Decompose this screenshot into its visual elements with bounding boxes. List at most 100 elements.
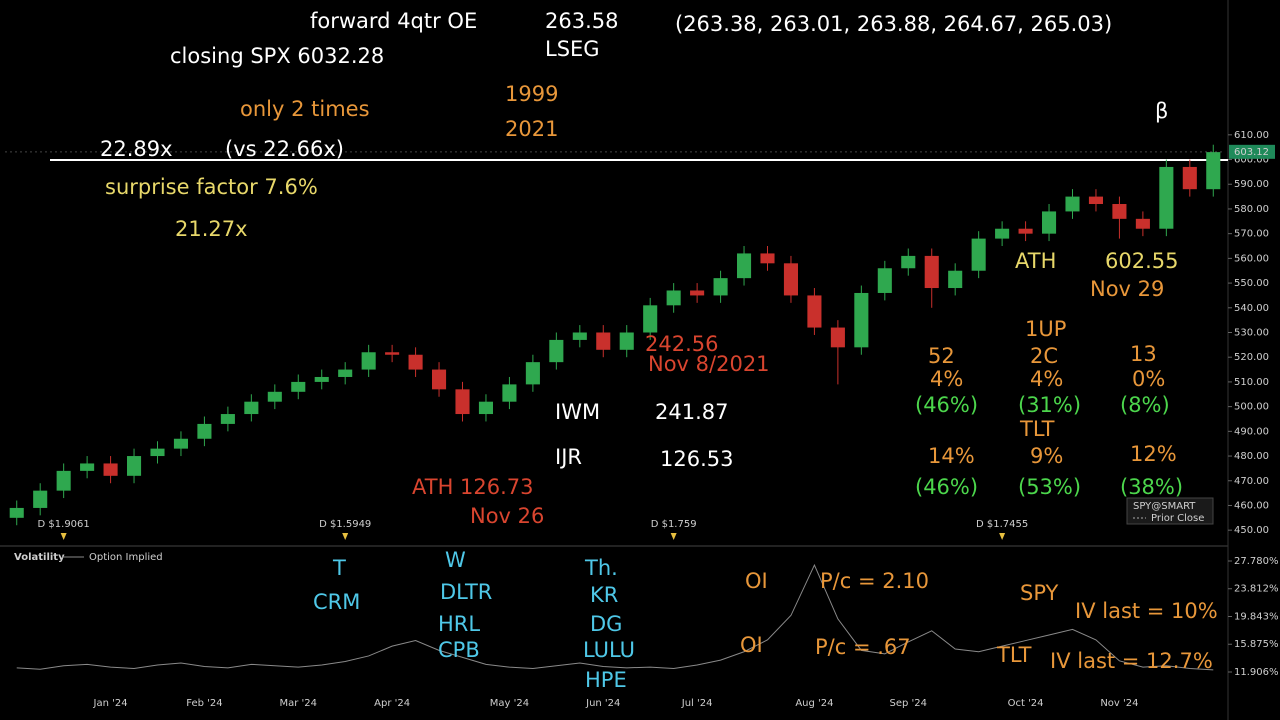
handwritten-note: ATH 126.73 [412,475,534,499]
candle-body [244,401,259,415]
candle-body [220,414,235,424]
handwritten-note: (53%) [1018,475,1081,499]
candle-body [9,507,24,518]
y-tick-label: 11.906% [1234,667,1279,678]
candle-body [901,255,916,269]
y-tick-label: 23.812% [1234,584,1279,595]
y-tick-label: 600.00 [1234,155,1269,166]
legend-entry: Option Implied [89,552,163,563]
y-tick-label: 570.00 [1234,229,1269,240]
handwritten-note: 4% [1030,367,1063,391]
handwritten-note: TLT [1019,417,1055,441]
y-tick-label: 470.00 [1234,476,1269,487]
last-price-box [1229,144,1275,159]
handwritten-note: TLT [996,643,1032,667]
candle-body [33,490,48,508]
candle-body [1088,196,1103,205]
handwritten-note: 1UP [1025,317,1066,341]
handwritten-note: CRM [313,590,360,614]
y-tick-label: 590.00 [1234,179,1269,190]
candle-body [971,238,986,271]
handwritten-note: W [445,548,466,572]
handwritten-note: 14% [928,444,975,468]
candle-body [80,463,95,471]
handwritten-note: (vs 22.66x) [225,137,344,161]
candle-body [150,448,165,457]
y-tick-label: 500.00 [1234,402,1269,413]
handwritten-note: 126.53 [660,447,733,471]
candle-body [995,228,1010,239]
handwritten-note: OI [740,633,763,657]
handwritten-note: IV last = 12.7% [1050,649,1213,673]
handwritten-note: Nov 26 [470,504,544,528]
y-tick-label: 450.00 [1234,525,1269,536]
handwritten-note: 9% [1030,444,1063,468]
handwritten-note: only 2 times [240,97,370,121]
handwritten-note: P/c = 2.10 [820,569,929,593]
x-tick-label: Sep '24 [890,698,928,709]
candle-body [643,305,658,333]
candle-body [549,339,564,363]
candle-body [502,384,517,402]
handwritten-note: 263.58 [545,9,618,33]
y-tick-label: 610.00 [1234,130,1269,141]
x-tick-label: Jun '24 [585,698,620,709]
x-tick-label: Feb '24 [186,698,222,709]
handwritten-note: (46%) [915,393,978,417]
x-tick-label: Jan '24 [93,698,128,709]
candle-body [103,463,118,476]
y-tick-label: 560.00 [1234,253,1269,264]
handwritten-note: (31%) [1018,393,1081,417]
handwritten-note: (38%) [1120,475,1183,499]
candle-body [408,354,423,370]
candle-body [713,278,728,296]
handwritten-note: DG [590,612,622,636]
candle-body [1135,218,1150,229]
handwritten-note: LULU [583,638,635,662]
candle-body [1182,166,1197,190]
y-tick-label: 27.780% [1234,556,1279,567]
handwritten-note: 4% [930,367,963,391]
candle-body [1042,211,1057,234]
handwritten-note: Nov 29 [1090,277,1164,301]
dividend-arrow [60,533,67,540]
y-tick-label: 460.00 [1234,500,1269,511]
y-tick-label: 510.00 [1234,377,1269,388]
handwritten-note: DLTR [440,580,492,604]
candle-body [385,352,400,355]
y-tick-label: 520.00 [1234,352,1269,363]
candle-body [525,362,540,385]
handwritten-note: closing SPX 6032.28 [170,44,384,68]
y-tick-label: 530.00 [1234,328,1269,339]
y-tick-label: 19.843% [1234,611,1279,622]
handwritten-note: 12% [1130,442,1177,466]
candle-body [690,290,705,296]
x-tick-label: May '24 [490,698,529,709]
handwritten-note: 22.89x [100,137,173,161]
symbol-label: SPY@SMART [1133,501,1196,512]
handwritten-note: T [332,556,346,580]
x-tick-label: Nov '24 [1100,698,1138,709]
candle-body [267,391,282,402]
y-tick-label: 550.00 [1234,278,1269,289]
handwritten-note: CPB [438,638,480,662]
candle-body [291,381,306,392]
candle-body [666,290,681,306]
candle-body [924,255,939,289]
candle-body [807,295,822,328]
candle-body [948,270,963,289]
dividend-label: D $1.759 [651,519,697,530]
prior-close-label: Prior Close [1151,513,1204,524]
handwritten-note: β [1155,99,1168,123]
candle-body [619,332,634,350]
y-tick-label: 15.875% [1234,639,1279,650]
candle-body [1018,228,1033,234]
candle-body [197,423,212,439]
last-price-label: 603.12 [1234,147,1269,158]
handwritten-note: 2021 [505,117,558,141]
handwritten-note: OI [745,569,768,593]
handwritten-note: 241.87 [655,400,728,424]
candle-body [56,470,71,491]
handwritten-note: LSEG [545,37,600,61]
y-tick-label: 480.00 [1234,451,1269,462]
